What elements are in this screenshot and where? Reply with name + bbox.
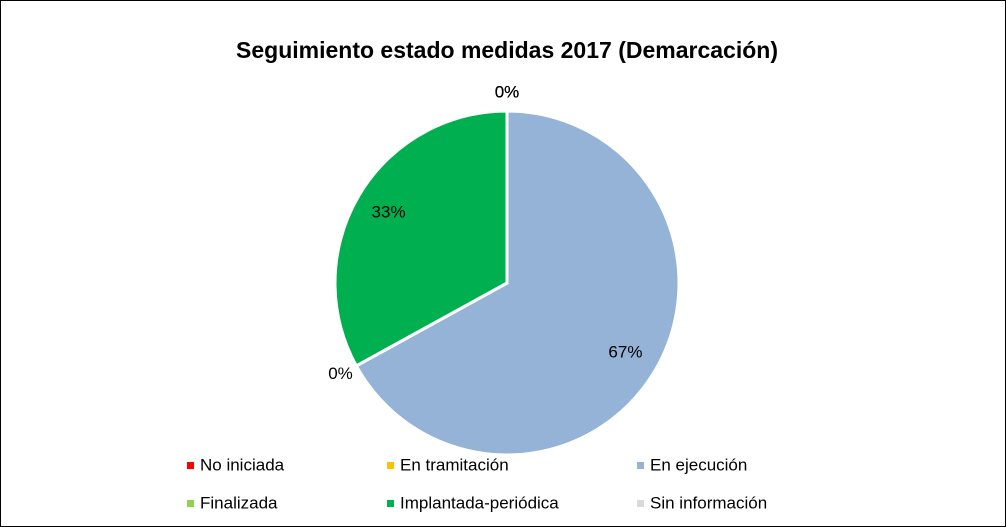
data-label: 33%: [372, 202, 406, 221]
legend-swatch: [387, 462, 394, 469]
legend-swatch: [387, 500, 394, 507]
data-label: 0%: [495, 82, 520, 101]
chart-title: Seguimiento estado medidas 2017 (Demarca…: [236, 37, 778, 63]
data-label: 0%: [495, 82, 520, 101]
legend-label: Finalizada: [200, 493, 278, 512]
legend-label: En ejecución: [650, 455, 747, 474]
legend-swatch: [637, 500, 644, 507]
data-label: 67%: [608, 343, 642, 362]
legend-label: Sin información: [650, 493, 767, 512]
legend-label: Implantada-periódica: [400, 493, 559, 512]
legend-swatch: [637, 462, 644, 469]
legend-label: En tramitación: [400, 455, 509, 474]
legend-swatch: [187, 462, 194, 469]
legend-label: No iniciada: [200, 455, 285, 474]
data-label: 0%: [495, 82, 520, 101]
legend-swatch: [187, 500, 194, 507]
pie-slice: [333, 109, 509, 368]
data-label: 0%: [328, 364, 353, 383]
pie-slice: [354, 109, 681, 457]
